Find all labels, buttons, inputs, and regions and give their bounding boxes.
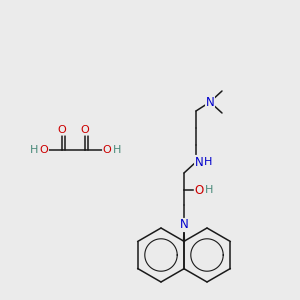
Text: O: O xyxy=(58,125,66,135)
Text: H: H xyxy=(204,157,212,167)
Text: N: N xyxy=(206,95,214,109)
Text: N: N xyxy=(195,155,203,169)
Text: O: O xyxy=(40,145,48,155)
Text: N: N xyxy=(180,218,188,232)
Text: O: O xyxy=(103,145,111,155)
Text: H: H xyxy=(113,145,121,155)
Text: H: H xyxy=(205,185,213,195)
Text: H: H xyxy=(30,145,38,155)
Text: O: O xyxy=(81,125,89,135)
Text: O: O xyxy=(194,184,204,196)
